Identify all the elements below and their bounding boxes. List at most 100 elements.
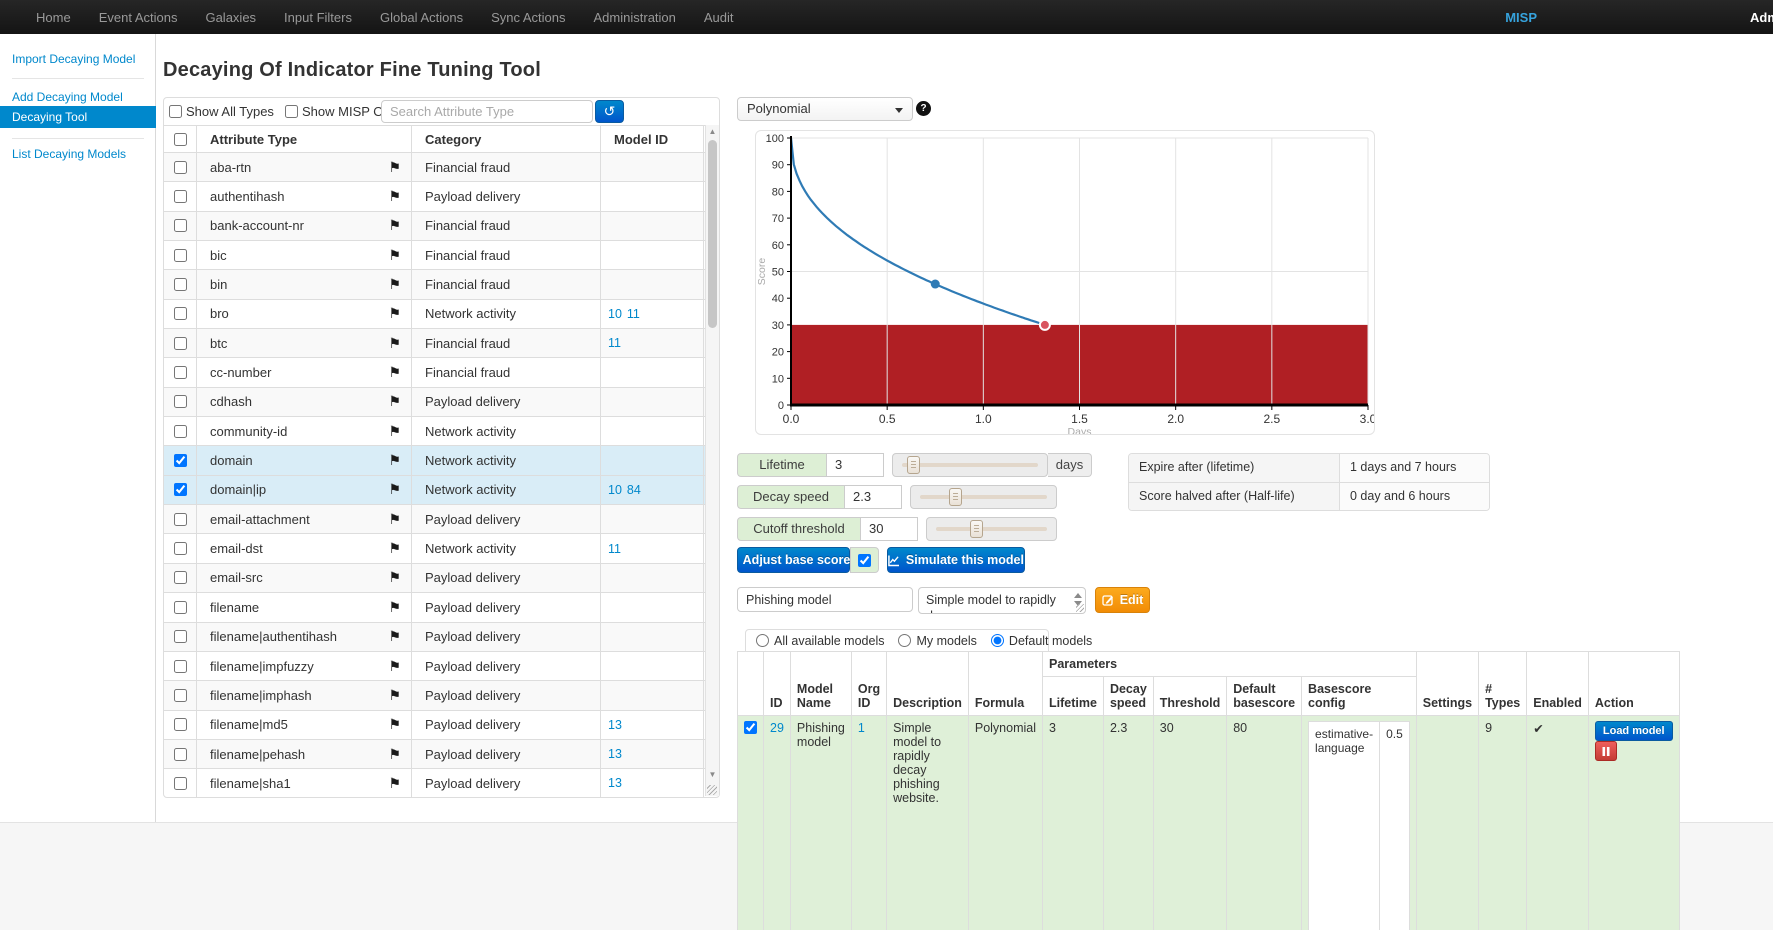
model-id-link[interactable]: 11 — [626, 306, 640, 321]
radio-input[interactable] — [898, 634, 912, 647]
model-id-link[interactable]: 13 — [608, 776, 622, 791]
select-all-checkbox[interactable] — [173, 132, 187, 146]
attribute-row[interactable]: filename ⚑ Payload delivery — [164, 593, 719, 623]
formula-select[interactable]: Polynomial — [737, 97, 913, 121]
scrollbar-thumb[interactable] — [708, 140, 717, 328]
flag-icon[interactable]: ⚑ — [388, 598, 401, 615]
flag-icon[interactable]: ⚑ — [388, 716, 401, 733]
decay-speed-input[interactable]: 2.3 — [845, 485, 902, 509]
threshold-point[interactable] — [1038, 318, 1051, 331]
attribute-row[interactable]: filename|authentihash ⚑ Payload delivery — [164, 622, 719, 652]
decay-curve[interactable] — [789, 137, 1046, 326]
show-all-types-checkbox[interactable] — [169, 105, 182, 118]
show-misp-objects-checkbox[interactable] — [285, 105, 298, 118]
resize-grip[interactable] — [1076, 604, 1084, 612]
scroll-down-icon[interactable] — [1074, 601, 1082, 606]
filter-radio-default-models[interactable]: Default models — [990, 634, 1092, 648]
flag-icon[interactable]: ⚑ — [388, 422, 401, 439]
slider-handle[interactable] — [906, 456, 920, 474]
decay-speed-slider[interactable] — [910, 485, 1057, 509]
attribute-row[interactable]: aba-rtn ⚑ Financial fraud — [164, 153, 719, 183]
model-row-checkbox[interactable] — [744, 721, 757, 734]
model-description-textarea[interactable]: Simple model to rapidly decay — [918, 587, 1086, 614]
attribute-row[interactable]: bic ⚑ Financial fraud — [164, 241, 719, 271]
attribute-row-checkbox[interactable] — [173, 307, 187, 321]
attribute-row[interactable]: bro ⚑ Network activity 10 11 — [164, 299, 719, 330]
nav-item-sync-actions[interactable]: Sync Actions — [491, 9, 566, 25]
attribute-row-checkbox[interactable] — [173, 747, 187, 761]
attribute-row-checkbox[interactable] — [173, 160, 187, 174]
flag-icon[interactable]: ⚑ — [388, 540, 401, 557]
simulate-model-button[interactable]: Simulate this model — [887, 547, 1025, 573]
nav-item-audit[interactable]: Audit — [703, 9, 734, 25]
flag-icon[interactable]: ⚑ — [388, 158, 401, 175]
edit-model-button[interactable]: Edit — [1095, 587, 1150, 613]
attribute-row[interactable]: bin ⚑ Financial fraud — [164, 270, 719, 300]
flag-icon[interactable]: ⚑ — [388, 745, 401, 762]
adjust-base-score-button[interactable]: Adjust base score — [737, 547, 850, 573]
adjust-base-score-checkbox[interactable] — [858, 553, 871, 567]
search-input[interactable] — [381, 100, 593, 123]
load-model-button[interactable]: Load model — [1594, 721, 1673, 741]
flag-icon[interactable]: ⚑ — [388, 276, 401, 293]
attribute-row-checkbox[interactable] — [173, 278, 187, 292]
attribute-row-checkbox[interactable] — [173, 219, 187, 233]
attribute-row-checkbox[interactable] — [173, 688, 187, 702]
attribute-row-checkbox[interactable] — [173, 483, 187, 497]
attribute-row[interactable]: filename|imphash ⚑ Payload delivery — [164, 681, 719, 711]
attribute-row[interactable]: email-src ⚑ Payload delivery — [164, 563, 719, 594]
attribute-row-checkbox[interactable] — [173, 659, 187, 673]
pause-model-button[interactable] — [1594, 741, 1617, 761]
attribute-row-checkbox[interactable] — [173, 776, 187, 790]
lifetime-input[interactable]: 3 — [827, 453, 884, 477]
attribute-row[interactable]: community-id ⚑ Network activity — [164, 417, 719, 447]
sidebar-item-list-decaying-models[interactable]: List Decaying Models — [12, 147, 127, 161]
sidebar-item-decaying-tool[interactable]: Decaying Tool — [0, 106, 156, 128]
filter-radio-my-models[interactable]: My models — [898, 634, 977, 648]
attribute-row-checkbox[interactable] — [173, 630, 187, 644]
user-menu[interactable]: Adm — [1750, 9, 1773, 25]
flag-icon[interactable]: ⚑ — [388, 217, 401, 234]
attribute-row[interactable]: email-dst ⚑ Network activity 11 — [164, 534, 719, 564]
decay-data-point[interactable] — [930, 279, 940, 289]
flag-icon[interactable]: ⚑ — [388, 481, 401, 498]
resize-grip[interactable] — [707, 785, 717, 795]
attribute-row[interactable]: btc ⚑ Financial fraud 11 — [164, 329, 719, 359]
refresh-button[interactable]: ↺ — [595, 100, 624, 123]
attribute-row-checkbox[interactable] — [173, 512, 187, 526]
attribute-row[interactable]: bank-account-nr ⚑ Financial fraud — [164, 211, 719, 242]
flag-icon[interactable]: ⚑ — [388, 686, 401, 703]
attribute-row-checkbox[interactable] — [173, 190, 187, 204]
attribute-row[interactable]: filename|pehash ⚑ Payload delivery 13 — [164, 739, 719, 770]
attribute-row[interactable]: filename|sha1 ⚑ Payload delivery 13 — [164, 769, 719, 798]
decay-chart[interactable]: 0 10 20 30 40 50 60 70 80 90 100 0.0 0.5 1.0 1.5 2.0 2.5… — [756, 131, 1377, 438]
model-id-link[interactable]: 29 — [770, 721, 784, 735]
scroll-up-icon[interactable] — [1074, 593, 1082, 598]
flag-icon[interactable]: ⚑ — [388, 510, 401, 527]
attribute-row-checkbox[interactable] — [173, 424, 187, 438]
attribute-row[interactable]: domain ⚑ Network activity — [164, 446, 719, 476]
sidebar-item-import-decaying-model[interactable]: Import Decaying Model — [12, 52, 136, 66]
flag-icon[interactable]: ⚑ — [388, 452, 401, 469]
flag-icon[interactable]: ⚑ — [388, 246, 401, 263]
sidebar-item-add-decaying-model[interactable]: Add Decaying Model — [12, 90, 123, 104]
flag-icon[interactable]: ⚑ — [388, 393, 401, 410]
cutoff-threshold-slider[interactable] — [926, 517, 1057, 541]
nav-item-input-filters[interactable]: Input Filters — [284, 9, 352, 25]
org-id-link[interactable]: 1 — [857, 721, 865, 735]
flag-icon[interactable]: ⚑ — [388, 364, 401, 381]
model-id-link[interactable]: 13 — [608, 747, 622, 762]
help-icon[interactable]: ? — [916, 101, 931, 116]
attribute-row-checkbox[interactable] — [173, 454, 187, 468]
attribute-row-checkbox[interactable] — [173, 336, 187, 350]
model-id-link[interactable]: 84 — [626, 482, 641, 497]
scrollbar-up-icon[interactable]: ▲ — [708, 127, 717, 136]
scrollbar-down-icon[interactable]: ▼ — [708, 770, 717, 779]
model-id-link[interactable]: 11 — [608, 541, 621, 556]
nav-item-event-actions[interactable]: Event Actions — [98, 9, 178, 25]
attribute-row[interactable]: authentihash ⚑ Payload delivery — [164, 182, 719, 212]
model-id-link[interactable]: 13 — [608, 717, 622, 732]
nav-item-administration[interactable]: Administration — [593, 9, 676, 25]
attribute-row[interactable]: cc-number ⚑ Financial fraud — [164, 358, 719, 388]
attribute-row-checkbox[interactable] — [173, 542, 187, 556]
